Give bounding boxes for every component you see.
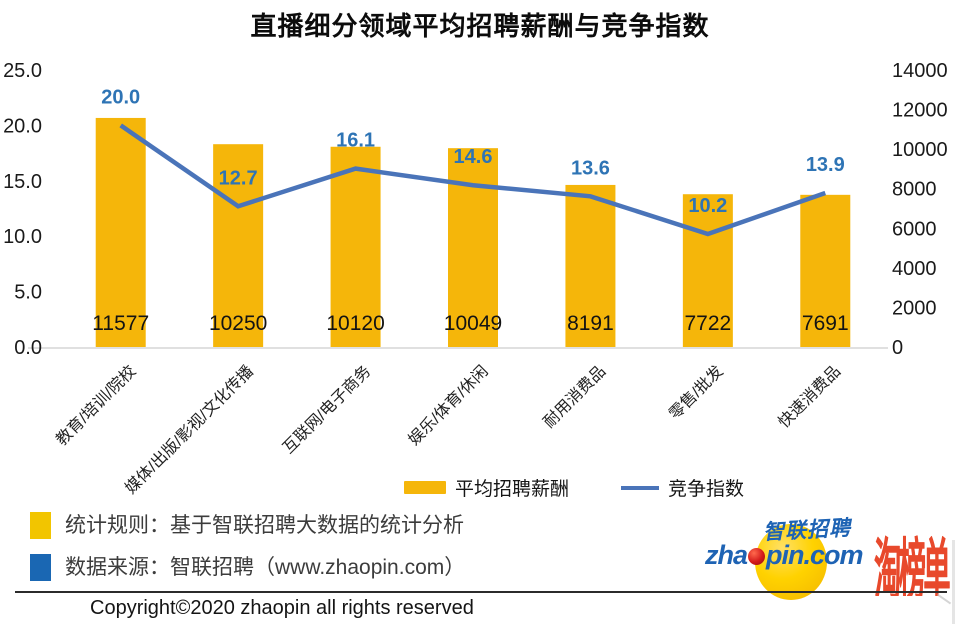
right-axis-tick-12000: 12000 (892, 100, 948, 122)
bar-1 (213, 144, 264, 347)
legend-item-index: 竞争指数 (621, 474, 744, 501)
category-label-4: 耐用消费品 (540, 362, 609, 431)
zhaopin-logo-url: zha pin.com (705, 540, 864, 570)
photo-edge-artifact (952, 540, 955, 624)
category-label-6: 快速消费品 (775, 362, 844, 431)
competition-index-line (119, 123, 827, 237)
bar-value-label-1: 10250 (209, 312, 267, 335)
category-label-0: 教育/培训/院校 (53, 362, 140, 449)
footer-divider (15, 591, 947, 593)
note-data-source: 数据来源：智联招聘（www.zhaopin.com） (30, 554, 465, 582)
category-label-2: 互联网/电子商务 (279, 362, 374, 457)
line-value-label-1: 12.7 (219, 167, 258, 189)
line-series-swatch (621, 485, 660, 490)
line-value-label-5: 10.2 (688, 195, 727, 217)
bar-value-label-6: 7691 (802, 312, 849, 335)
zhaopin-red-dot-icon (748, 548, 766, 565)
copyright-text: Copyright©2020 zhaopin all rights reserv… (90, 597, 474, 619)
bar-0 (95, 117, 146, 347)
bar-6 (800, 194, 851, 347)
chart-svg: 11577 10250 10120 10049 8191 7722 7691 20.0 12.7… (3, 60, 948, 497)
right-axis-tick-8000: 8000 (892, 179, 937, 201)
bar-series-swatch (404, 481, 446, 494)
left-axis-tick-0: 0.0 (14, 337, 42, 359)
legend-label-salary: 平均招聘薪酬 (455, 479, 570, 500)
chart-area: 11577 10250 10120 10049 8191 7722 7691 20.0 12.7… (3, 60, 948, 497)
right-axis-tick-4000: 4000 (892, 258, 937, 280)
bar-value-label-2: 10120 (326, 312, 384, 335)
line-value-label-3: 14.6 (454, 146, 493, 168)
left-axis-tick-15: 15.0 (3, 171, 42, 193)
bar-4 (565, 184, 616, 347)
category-label-3: 娱乐/体育/休闲 (405, 362, 492, 449)
bar-5 (682, 194, 733, 347)
right-axis-tick-2000: 2000 (892, 297, 937, 319)
bar-value-label-4: 8191 (567, 312, 614, 335)
left-axis-tick-10: 10.0 (3, 226, 42, 248)
right-axis-tick-14000: 14000 (892, 60, 948, 82)
line-value-label-6: 13.9 (806, 154, 845, 176)
taobangdan-logo-text: 淘榜单 (874, 532, 950, 596)
bar-2 (330, 146, 381, 347)
bar-value-label-5: 7722 (684, 312, 731, 335)
yellow-square-icon (30, 512, 51, 539)
left-axis-tick-5: 5.0 (14, 282, 42, 304)
line-value-label-0: 20.0 (101, 86, 140, 108)
left-axis-tick-20: 20.0 (3, 115, 42, 137)
zhaopin-logo: 智联招聘 zha pin.com (697, 508, 875, 600)
right-axis-tick-6000: 6000 (892, 218, 937, 240)
taobangdan-logo: 淘榜单 (874, 516, 958, 596)
chart-title: 直播细分领域平均招聘薪酬与竞争指数 (250, 11, 710, 41)
category-label-1: 媒体/出版/影视/文化传播 (122, 362, 257, 497)
right-axis-tick-10000: 10000 (892, 139, 948, 161)
footnotes: 统计规则：基于智联招聘大数据的统计分析 数据来源：智联招聘（www.zhaopi… (30, 512, 465, 596)
left-axis-tick-25: 25.0 (3, 60, 42, 82)
zhaopin-ellipse-icon (755, 524, 827, 600)
legend-item-salary: 平均招聘薪酬 (404, 474, 569, 501)
line-value-label-4: 13.6 (571, 157, 610, 179)
bar-value-label-3: 10049 (444, 312, 502, 335)
note-statistics-rule-text: 统计规则：基于智联招聘大数据的统计分析 (65, 514, 464, 537)
category-label-5: 零售/批发 (666, 362, 727, 423)
right-axis-tick-0: 0 (892, 337, 903, 359)
note-statistics-rule: 统计规则：基于智联招聘大数据的统计分析 (30, 512, 465, 540)
legend: 平均招聘薪酬 竞争指数 (404, 474, 744, 501)
line-value-label-2: 16.1 (336, 130, 375, 152)
legend-label-index: 竞争指数 (668, 479, 745, 500)
blue-square-icon (30, 554, 51, 581)
note-data-source-text: 数据来源：智联招聘（www.zhaopin.com） (65, 556, 466, 579)
bar-value-label-0: 11577 (92, 312, 149, 335)
